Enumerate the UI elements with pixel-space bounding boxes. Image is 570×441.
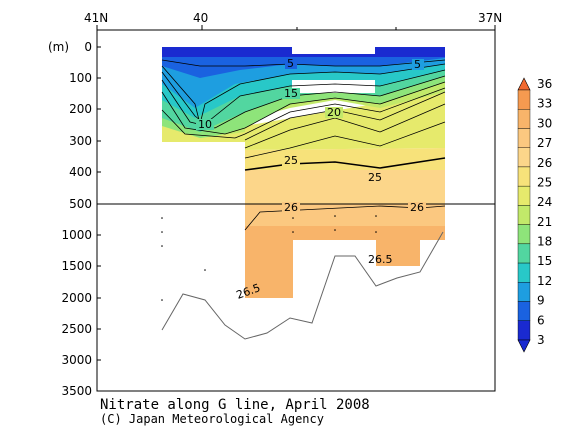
colorbar-level-label: 27 [537,136,552,150]
y-axis-ticks-upper: 0 100 200 300 400 500 [69,40,92,211]
top-label-40: 40 [193,11,208,25]
colorbar-level-label: 12 [537,274,552,288]
colorbar-bottom-arrow [517,339,531,353]
colorbar-level-label: 18 [537,235,552,249]
colorbar-segment [517,301,531,321]
y-tick-1000: 1000 [61,228,92,242]
colorbar-level-label: 30 [537,116,552,130]
deep-band-left [245,226,293,298]
y-tick-0: 0 [84,40,92,54]
y-tick-400: 400 [69,165,92,179]
bottom-topography-line [161,231,444,340]
colorbar-level-label: 6 [537,313,545,327]
plot-frame [96,29,496,392]
contour-label-20: 20 [327,106,341,119]
contour-label-26-5b: 26.5 [235,281,262,302]
contour-label-26-5a: 26.5 [368,253,393,266]
y-axis-ticks-lower: 1000 1500 2000 2500 3000 3500 [61,228,92,398]
gap-top [292,47,375,54]
deep-band-right [376,240,420,266]
colorbar-level-label: 25 [537,175,552,189]
colorbar-segment [517,128,531,148]
colorbar-segment [517,205,531,225]
deep-band-mid [293,226,445,240]
contour-label-15: 15 [284,87,298,100]
colorbar-level-label: 9 [537,294,545,308]
colorbar-level-label: 3 [537,333,545,347]
colorbar-segment [517,166,531,187]
colorbar-segment [517,89,531,110]
contour-label-25a: 25 [284,154,298,167]
band-left-deep [162,126,245,142]
band-25-26 [245,170,445,204]
y-tick-3500: 3500 [61,384,92,398]
top-label-41n: 41N [84,11,108,25]
colorbar-segment [517,109,531,129]
colorbar-top-arrow [517,77,531,91]
colorbar-level-label: 36 [537,77,552,91]
y-tick-3000: 3000 [61,353,92,367]
contour-label-5b: 5 [414,58,421,71]
colorbar-level-label: 15 [537,254,552,268]
top-label-37n: 37N [478,11,502,25]
colorbar-segment [517,320,531,341]
y-tick-marks [97,46,101,361]
contour-label-25b: 25 [368,171,382,184]
colorbar-segment [517,147,531,168]
y-tick-2500: 2500 [61,322,92,336]
station-dots [161,215,377,301]
colorbar-segment [517,224,531,245]
contour-lines [161,59,446,231]
colorbar-segment [517,243,531,264]
y-tick-200: 200 [69,102,92,116]
contour-label-26a: 26 [284,201,298,214]
top-axis: 41N 40 37N [84,11,502,30]
gap-upper [292,80,375,93]
colorbar-segment [517,282,531,302]
y-tick-500: 500 [69,197,92,211]
colorbar-segment [517,185,531,206]
contour-label-10: 10 [198,118,212,131]
colorbar-level-label: 33 [537,97,552,111]
colorbar: 36 33 30 27 26 25 24 21 18 15 12 9 6 3 [517,77,552,353]
chart-title: Nitrate along G line, April 2008 [100,397,370,413]
credit-text: (C) Japan Meteorological Agency [100,412,324,426]
y-tick-300: 300 [69,134,92,148]
section-fill [162,47,445,298]
colorbar-segment [517,262,531,283]
deep-band-edge [420,226,445,227]
colorbar-level-label: 21 [537,215,552,229]
y-tick-2000: 2000 [61,291,92,305]
colorbar-level-label: 26 [537,156,552,170]
contour-label-5a: 5 [287,57,294,70]
y-tick-100: 100 [69,71,92,85]
colorbar-level-label: 24 [537,195,552,209]
y-axis-label: (m) [48,40,69,54]
y-tick-1500: 1500 [61,259,92,273]
contour-label-26b: 26 [410,201,424,214]
